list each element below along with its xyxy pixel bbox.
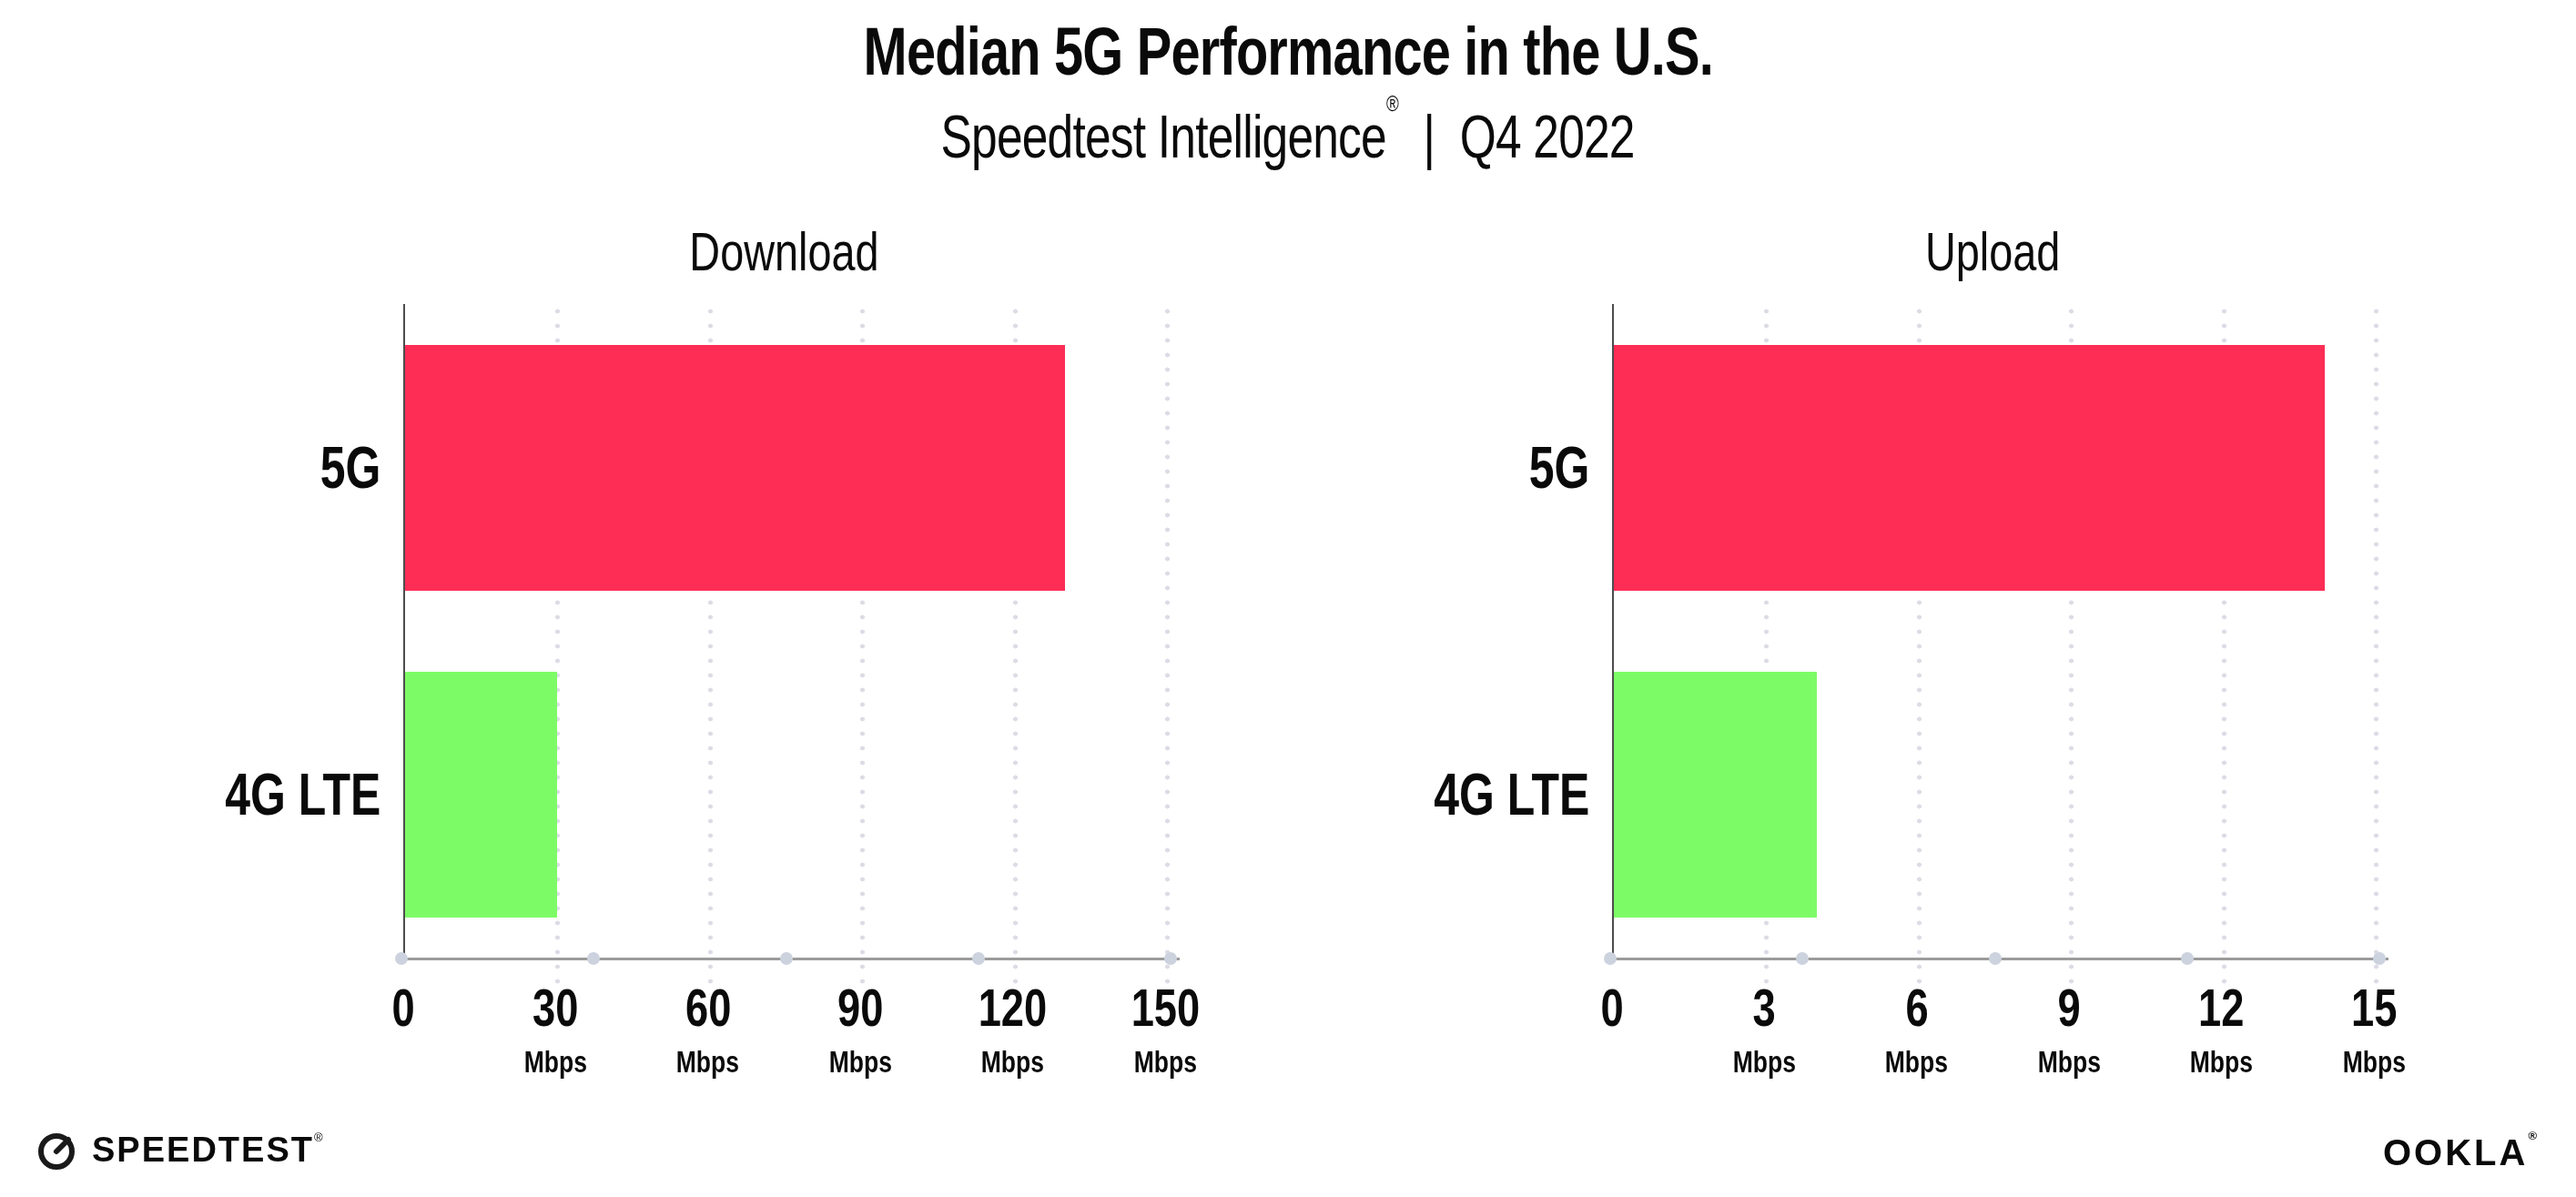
ookla-wordmark: OOKLA [2383,1132,2528,1172]
registered-trademark-icon: ® [2528,1129,2540,1142]
speedtest-logo: SPEEDTEST® [34,1125,323,1174]
download-chart-title: Download [403,220,1165,283]
gridline [2374,304,2378,993]
x-tick-unit: Mbps [2283,1043,2465,1080]
axis-tick-dot [2181,952,2194,965]
bar-5g [405,345,1065,591]
axis-tick-dot [395,952,408,965]
axis-tick-dot [1164,952,1177,965]
download-chart-panel: Download 5G4G LTE030Mbps60Mbps90Mbps120M… [0,0,1288,1197]
category-label-5g: 5G [1209,426,1589,510]
download-plot-area [403,304,1167,959]
x-axis-line [398,958,1180,960]
speedtest-wordmark: SPEEDTEST [92,1131,314,1170]
x-tick-label: 15 [2283,976,2465,1040]
axis-tick-dot [972,952,985,965]
axis-tick-dot [2373,952,2386,965]
category-label-5g: 5G [0,426,380,510]
infographic-canvas: Median 5G Performance in the U.S. Speedt… [0,0,2576,1197]
bar-4g-lte [1614,672,1817,918]
upload-plot-area [1612,304,2376,959]
registered-trademark-icon: ® [314,1131,323,1144]
bar-4g-lte [405,672,557,918]
category-label-4g-lte: 4G LTE [1209,753,1589,837]
ookla-logo: OOKLA® [2383,1132,2540,1173]
upload-chart-panel: Upload 5G4G LTE03Mbps6Mbps9Mbps12Mbps15M… [1209,0,2497,1197]
speedometer-gauge-icon [34,1125,79,1174]
upload-chart-title: Upload [1612,220,2374,283]
axis-tick-dot [1604,952,1617,965]
x-axis-line [1607,958,2388,960]
axis-tick-dot [1796,952,1809,965]
gridline [1165,304,1170,993]
axis-tick-dot [780,952,793,965]
bar-5g [1614,345,2325,591]
axis-tick-dot [1989,952,2002,965]
axis-tick-dot [587,952,600,965]
category-label-4g-lte: 4G LTE [0,753,380,837]
